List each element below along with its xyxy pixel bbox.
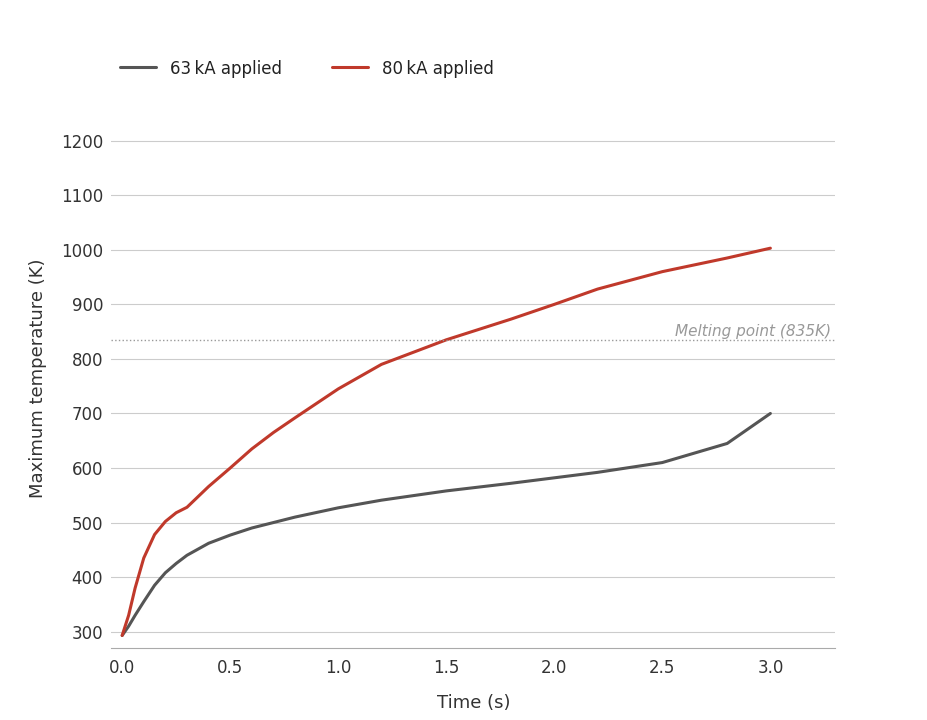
63 kA applied	[548, 474, 559, 482]
80 kA applied	[130, 584, 141, 593]
63 kA applied	[138, 598, 149, 606]
80 kA applied	[224, 464, 235, 472]
Y-axis label: Maximum temperature (K): Maximum temperature (K)	[29, 258, 47, 498]
80 kA applied	[123, 611, 134, 620]
63 kA applied	[203, 539, 214, 548]
80 kA applied	[289, 413, 300, 422]
80 kA applied	[117, 631, 128, 640]
80 kA applied	[656, 267, 667, 276]
63 kA applied	[375, 496, 387, 505]
63 kA applied	[268, 518, 279, 527]
80 kA applied	[181, 503, 192, 512]
Legend: 63 kA applied, 80 kA applied: 63 kA applied, 80 kA applied	[120, 60, 493, 78]
63 kA applied	[171, 559, 182, 568]
80 kA applied	[203, 482, 214, 491]
80 kA applied	[505, 315, 516, 323]
X-axis label: Time (s): Time (s)	[436, 694, 510, 712]
63 kA applied	[440, 487, 451, 495]
80 kA applied	[159, 517, 171, 526]
63 kA applied	[123, 622, 134, 631]
63 kA applied	[764, 409, 775, 418]
63 kA applied	[289, 513, 300, 521]
80 kA applied	[440, 336, 451, 344]
80 kA applied	[138, 554, 149, 562]
Line: 80 kA applied: 80 kA applied	[122, 248, 769, 636]
80 kA applied	[268, 428, 279, 437]
80 kA applied	[332, 384, 343, 393]
63 kA applied	[721, 439, 732, 448]
80 kA applied	[171, 508, 182, 517]
63 kA applied	[117, 631, 128, 640]
63 kA applied	[181, 551, 192, 559]
80 kA applied	[246, 444, 257, 453]
80 kA applied	[764, 244, 775, 253]
63 kA applied	[159, 568, 171, 577]
80 kA applied	[548, 300, 559, 309]
63 kA applied	[149, 581, 160, 590]
80 kA applied	[149, 530, 160, 539]
80 kA applied	[375, 360, 387, 369]
80 kA applied	[721, 253, 732, 262]
63 kA applied	[130, 611, 141, 620]
Text: Melting point (835K): Melting point (835K)	[674, 324, 830, 338]
63 kA applied	[224, 531, 235, 539]
63 kA applied	[591, 468, 603, 477]
63 kA applied	[656, 458, 667, 467]
63 kA applied	[246, 523, 257, 532]
Line: 63 kA applied: 63 kA applied	[122, 413, 769, 636]
63 kA applied	[505, 479, 516, 487]
80 kA applied	[591, 285, 603, 294]
63 kA applied	[332, 503, 343, 512]
